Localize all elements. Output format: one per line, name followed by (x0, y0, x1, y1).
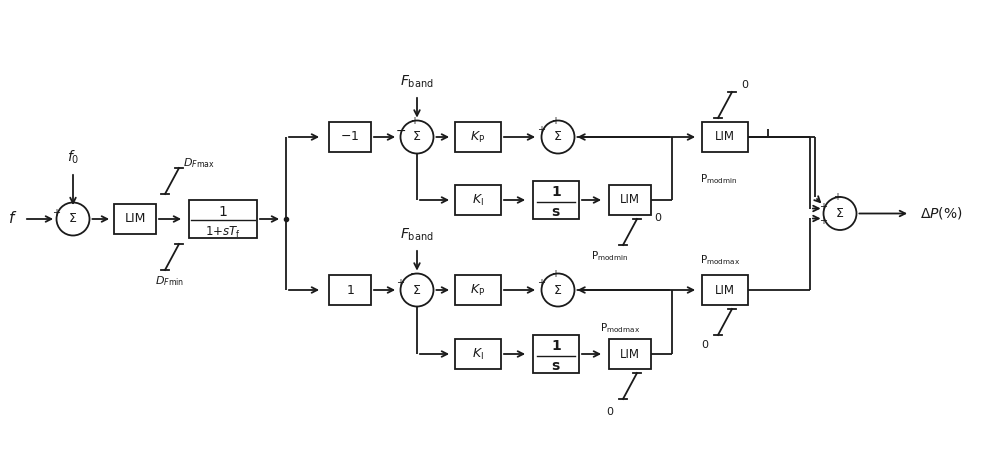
Bar (329, 122, 371, 152)
Text: $1{+}sT_{\rm f}$: $1{+}sT_{\rm f}$ (205, 225, 241, 240)
Text: $-$: $-$ (409, 267, 421, 280)
Text: $\rm P_{modmin}$: $\rm P_{modmin}$ (591, 249, 629, 263)
Text: $f_0$: $f_0$ (67, 148, 79, 166)
Circle shape (824, 197, 856, 230)
Text: $\Delta P(\%)$: $\Delta P(\%)$ (920, 205, 963, 221)
Text: $\rm P_{modmax}$: $\rm P_{modmax}$ (600, 321, 640, 335)
Text: $\rm P_{modmin}$: $\rm P_{modmin}$ (700, 172, 738, 186)
Text: $+$: $+$ (819, 215, 828, 226)
Text: $\mathbf{1}$: $\mathbf{1}$ (551, 339, 561, 353)
Bar (533, 335, 579, 373)
Text: $1$: $1$ (346, 284, 354, 296)
Circle shape (542, 120, 574, 153)
Text: $K_{\rm P}$: $K_{\rm P}$ (470, 282, 486, 297)
Text: $\mathbf{s}$: $\mathbf{s}$ (551, 205, 561, 219)
Bar (455, 185, 501, 215)
Text: 0: 0 (742, 80, 748, 90)
Bar (455, 275, 501, 305)
Bar (609, 339, 651, 369)
Text: 0: 0 (654, 213, 662, 223)
Text: $D_{F\mathrm{min}}$: $D_{F\mathrm{min}}$ (155, 274, 184, 288)
Bar (189, 200, 257, 238)
Bar (329, 275, 371, 305)
Text: $D_{F\mathrm{max}}$: $D_{F\mathrm{max}}$ (183, 156, 215, 170)
Text: $+$: $+$ (537, 125, 546, 135)
Text: f: f (9, 211, 15, 227)
Text: LIM: LIM (715, 130, 735, 143)
Text: $+$: $+$ (537, 278, 546, 288)
Text: $\Sigma$: $\Sigma$ (553, 130, 563, 143)
Text: LIM: LIM (124, 212, 146, 226)
Text: 0: 0 (606, 407, 614, 417)
Text: $+$: $+$ (819, 201, 828, 212)
Text: 0: 0 (702, 340, 708, 350)
Circle shape (56, 202, 90, 236)
Circle shape (542, 273, 574, 306)
Text: $+$: $+$ (551, 268, 561, 279)
Text: $\Sigma$: $\Sigma$ (412, 130, 422, 143)
Text: $+$: $+$ (833, 192, 843, 202)
Text: $-$: $-$ (395, 124, 406, 136)
Bar (455, 122, 501, 152)
Text: $\Sigma$: $\Sigma$ (412, 284, 422, 296)
Text: $\Sigma$: $\Sigma$ (68, 212, 78, 226)
Circle shape (400, 120, 434, 153)
Bar (609, 185, 651, 215)
Bar (702, 275, 748, 305)
Text: $\Sigma$: $\Sigma$ (835, 207, 845, 220)
Text: $+$: $+$ (551, 115, 561, 126)
Text: $\rm P_{modmax}$: $\rm P_{modmax}$ (700, 253, 740, 267)
Text: 1: 1 (219, 205, 227, 219)
Text: $+$: $+$ (410, 115, 420, 126)
Text: $F_{\rm band}$: $F_{\rm band}$ (400, 74, 434, 90)
Text: $+$: $+$ (396, 278, 405, 288)
Text: $K_{\rm I}$: $K_{\rm I}$ (472, 193, 484, 208)
Text: LIM: LIM (715, 284, 735, 296)
Bar (455, 339, 501, 369)
Bar (114, 204, 156, 234)
Text: LIM: LIM (620, 347, 640, 361)
Text: $-1$: $-1$ (340, 130, 360, 143)
Text: +: + (52, 208, 60, 218)
Text: $F_{\rm band}$: $F_{\rm band}$ (400, 227, 434, 243)
Circle shape (400, 273, 434, 306)
Text: $K_{\rm I}$: $K_{\rm I}$ (472, 346, 484, 362)
Text: $\mathbf{s}$: $\mathbf{s}$ (551, 359, 561, 373)
Text: $\mathbf{1}$: $\mathbf{1}$ (551, 185, 561, 199)
Text: LIM: LIM (620, 194, 640, 206)
Text: $\Sigma$: $\Sigma$ (553, 284, 563, 296)
Bar (533, 181, 579, 219)
Bar (702, 122, 748, 152)
Text: $K_{\rm P}$: $K_{\rm P}$ (470, 129, 486, 144)
